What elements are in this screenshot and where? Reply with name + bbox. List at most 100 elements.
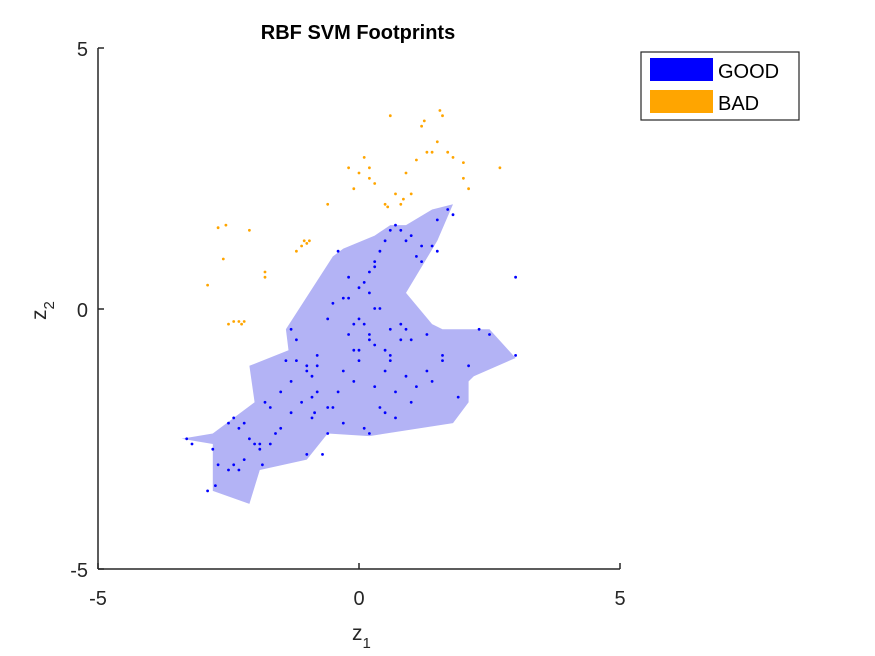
- data-point-good: [378, 307, 382, 310]
- data-point-bad: [242, 320, 246, 323]
- data-point-good: [514, 275, 517, 279]
- x-axis-label-subscript: 1: [363, 635, 371, 652]
- chart-title: RBF SVM Footprints: [261, 22, 455, 44]
- data-point-good: [347, 296, 350, 300]
- data-point-good: [227, 421, 230, 425]
- plot-area: [181, 109, 517, 504]
- data-point-good: [430, 244, 434, 248]
- data-point-bad: [435, 140, 439, 144]
- y-axis-label-subscript: 2: [41, 301, 58, 309]
- data-point-good: [206, 489, 210, 493]
- data-point-good: [310, 416, 314, 420]
- data-point-good: [368, 432, 371, 435]
- data-point-good: [415, 255, 418, 258]
- data-point-good: [394, 223, 397, 227]
- data-point-good: [425, 333, 429, 336]
- data-point-good: [248, 437, 251, 441]
- data-point-bad: [438, 109, 442, 112]
- data-point-good: [435, 218, 439, 222]
- data-point-good: [242, 458, 246, 461]
- data-point-good: [441, 354, 444, 357]
- data-point-bad: [383, 202, 387, 206]
- data-point-bad: [420, 124, 423, 128]
- data-point-good: [362, 426, 366, 430]
- data-point-good: [341, 421, 345, 425]
- data-point-bad: [362, 156, 366, 159]
- data-point-good: [388, 359, 392, 362]
- data-point-good: [388, 354, 392, 357]
- data-point-good: [326, 432, 330, 435]
- data-point-good: [305, 364, 309, 368]
- data-point-good: [477, 327, 481, 331]
- data-point-bad: [357, 171, 361, 175]
- data-point-good: [451, 213, 455, 217]
- data-point-bad: [347, 166, 350, 170]
- data-point-good: [368, 338, 371, 342]
- data-point-good: [378, 406, 382, 409]
- data-point-good: [383, 348, 387, 352]
- data-point-good: [310, 395, 314, 399]
- data-point-good: [409, 234, 413, 238]
- data-point-bad: [467, 187, 470, 191]
- footprint-polygon-good: [181, 204, 516, 504]
- data-point-good: [456, 395, 460, 399]
- data-point-good: [373, 260, 377, 263]
- data-point-good: [378, 249, 382, 253]
- data-point-good: [295, 359, 298, 362]
- data-point-good: [352, 380, 356, 383]
- data-point-good: [305, 453, 309, 456]
- data-point-good: [315, 364, 319, 368]
- data-point-good: [216, 463, 220, 467]
- data-point-good: [305, 369, 309, 373]
- data-point-good: [373, 343, 377, 347]
- data-point-bad: [446, 150, 450, 154]
- y-axis-label: z2: [28, 301, 58, 320]
- data-point-good: [362, 322, 366, 326]
- data-point-good: [435, 249, 439, 253]
- data-point-good: [261, 463, 264, 467]
- data-point-good: [237, 468, 241, 472]
- data-point-good: [295, 338, 298, 342]
- data-point-good: [326, 406, 330, 409]
- data-point-bad: [402, 197, 405, 201]
- data-point-bad: [409, 192, 413, 196]
- data-point-good: [347, 275, 350, 279]
- data-point-good: [399, 322, 403, 326]
- data-point-bad: [216, 226, 220, 230]
- data-point-good: [388, 327, 392, 331]
- data-point-bad: [368, 176, 371, 180]
- data-point-bad: [263, 270, 267, 274]
- data-point-good: [347, 333, 350, 336]
- data-point-good: [399, 228, 403, 232]
- data-point-good: [488, 333, 491, 336]
- data-point-good: [211, 447, 215, 451]
- data-point-good: [467, 364, 470, 368]
- data-point-good: [368, 333, 371, 336]
- data-point-bad: [368, 166, 371, 170]
- y-axis-label-main: z: [28, 310, 51, 321]
- data-point-bad: [373, 182, 377, 185]
- data-point-bad: [263, 275, 267, 279]
- data-point-good: [383, 239, 387, 243]
- data-point-bad: [295, 249, 298, 253]
- data-point-good: [368, 291, 371, 295]
- data-point-good: [258, 442, 262, 446]
- data-point-good: [404, 374, 408, 378]
- data-point-bad: [224, 223, 228, 227]
- data-point-good: [258, 447, 262, 451]
- x-tick-label: -5: [89, 588, 107, 610]
- data-point-bad: [326, 202, 330, 206]
- data-point-bad: [399, 202, 403, 206]
- data-point-good: [185, 437, 189, 441]
- data-point-good: [441, 359, 444, 362]
- data-point-good: [357, 286, 361, 290]
- data-point-good: [341, 296, 345, 300]
- data-point-good: [313, 411, 316, 415]
- data-point-bad: [248, 228, 251, 232]
- data-point-good: [331, 406, 335, 409]
- x-axis-label: z1: [352, 622, 371, 652]
- data-point-bad: [305, 242, 309, 245]
- x-tick-label: 5: [614, 588, 625, 610]
- data-point-bad: [425, 150, 429, 154]
